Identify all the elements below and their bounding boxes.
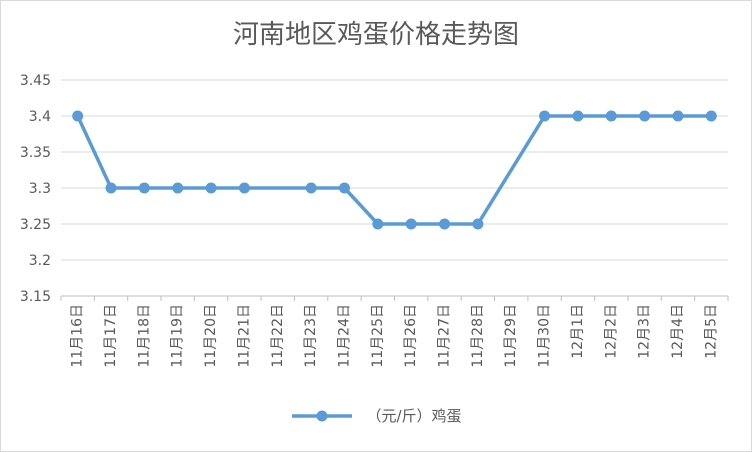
data-point [472, 218, 484, 230]
data-point [572, 110, 584, 122]
series-line [75, 114, 714, 226]
x-tick-label: 11月18日 [136, 304, 152, 368]
data-point [138, 182, 150, 194]
data-point [672, 110, 684, 122]
x-tick-label: 11月30日 [537, 304, 553, 368]
x-tick-label: 11月23日 [303, 304, 319, 368]
x-tick-label: 12月1日 [570, 304, 586, 359]
y-tick-label: 3.25 [20, 217, 51, 233]
y-tick-label: 3.45 [20, 73, 51, 89]
y-tick-label: 3.35 [20, 145, 51, 161]
x-tick-label: 12月4日 [670, 304, 686, 359]
data-point [72, 110, 84, 122]
x-tick-label: 11月16日 [70, 304, 86, 368]
x-tick-label: 12月2日 [603, 304, 619, 359]
data-point [172, 182, 184, 194]
y-tick-label: 3.15 [20, 289, 51, 305]
data-point [205, 182, 217, 194]
chart-title: 河南地区鸡蛋价格走势图 [232, 20, 519, 50]
data-point [405, 218, 417, 230]
data-point [105, 182, 117, 194]
legend-marker-icon [292, 410, 353, 421]
data-point [539, 110, 551, 122]
y-tick-label: 3.3 [29, 181, 51, 197]
y-tick-label: 3.4 [29, 109, 51, 125]
x-tick-label: 11月17日 [103, 304, 119, 368]
legend: （元/斤）鸡蛋 [0, 405, 752, 426]
x-tick-label: 12月5日 [703, 304, 719, 359]
data-point [705, 110, 717, 122]
x-tick-label: 11月25日 [370, 304, 386, 368]
data-point [605, 110, 617, 122]
x-tick-label: 11月24日 [336, 304, 352, 368]
data-point [338, 182, 350, 194]
x-tick-label: 12月3日 [637, 304, 653, 359]
x-tick-label: 11月19日 [170, 304, 186, 368]
x-tick-label: 11月20日 [203, 304, 219, 368]
x-tick-label: 11月26日 [403, 304, 419, 368]
x-tick-label: 11月28日 [470, 304, 486, 368]
legend-label: （元/斤）鸡蛋 [366, 407, 462, 425]
data-point [639, 110, 651, 122]
x-tick-label: 11月22日 [270, 304, 286, 368]
x-tick-label: 11月21日 [236, 304, 252, 368]
x-tick-label: 11月27日 [437, 304, 453, 368]
data-point [305, 182, 317, 194]
data-point [238, 182, 250, 194]
data-point [439, 218, 451, 230]
y-tick-label: 3.2 [29, 253, 51, 269]
data-point [372, 218, 384, 230]
x-tick-label: 11月29日 [503, 304, 519, 368]
